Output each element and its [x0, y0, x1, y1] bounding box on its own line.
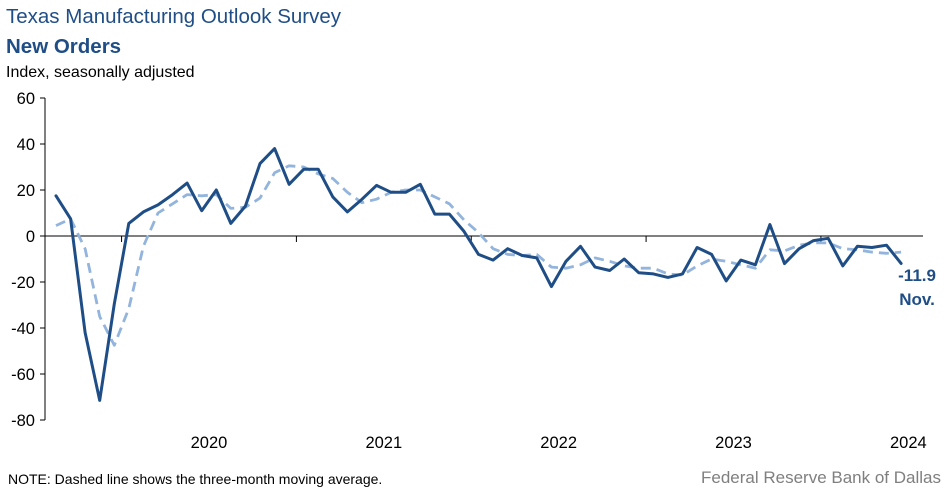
y-tick-label: -40: [11, 320, 35, 338]
x-tick-label: 2022: [540, 434, 577, 452]
x-tick-label: 2024: [890, 434, 927, 452]
source-label: Federal Reserve Bank of Dallas: [700, 468, 941, 487]
chart-subtitle: New Orders: [6, 35, 122, 58]
x-tick-label: 2020: [191, 434, 228, 452]
footnote: NOTE: Dashed line shows the three-month …: [8, 471, 383, 487]
latest-month-label: Nov.: [899, 290, 935, 309]
y-tick-label: -60: [11, 366, 35, 384]
latest-value-label: -11.9: [898, 266, 936, 285]
y-tick-label: 20: [17, 182, 35, 200]
y-tick-label: 60: [17, 90, 35, 108]
y-axis-units-label: Index, seasonally adjusted: [6, 64, 195, 81]
moving-average-line: [55, 164, 902, 347]
new-orders-line: [54, 147, 903, 402]
y-tick-label: -80: [11, 412, 35, 430]
x-tick-label: 2023: [715, 434, 752, 452]
chart-title: Texas Manufacturing Outlook Survey: [6, 5, 341, 28]
y-tick-label: 0: [26, 228, 35, 246]
y-tick-label: -20: [11, 274, 35, 292]
y-tick-label: 40: [17, 136, 35, 154]
x-tick-label: 2021: [365, 434, 402, 452]
